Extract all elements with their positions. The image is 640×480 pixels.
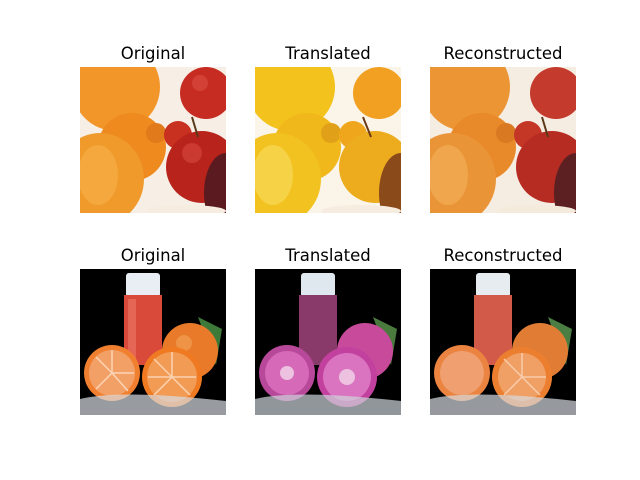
panel-title: Translated — [285, 246, 371, 265]
oranges-apples-reconstructed-image — [430, 67, 576, 213]
juice-oranges-reconstructed-image — [430, 269, 576, 415]
juice-oranges-original-image — [80, 269, 226, 415]
oranges-apples-original-image — [80, 67, 226, 213]
panel-title: Reconstructed — [443, 246, 563, 265]
oranges-apples-translated-image — [255, 67, 401, 213]
panel-title: Translated — [285, 44, 371, 63]
juice-oranges-translated-image — [255, 269, 401, 415]
panel-title: Original — [120, 246, 186, 265]
panel-title: Original — [120, 44, 186, 63]
panel-title: Reconstructed — [443, 44, 563, 63]
